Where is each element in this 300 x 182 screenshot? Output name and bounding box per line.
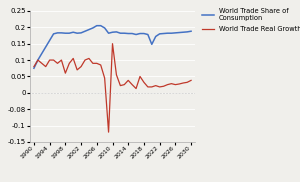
World Trade Real Growth bbox=[103, 77, 106, 79]
World Trade Real Growth bbox=[52, 59, 56, 61]
World Trade Real Growth bbox=[178, 83, 181, 85]
World Trade Share of
Consumption bbox=[48, 39, 51, 41]
World Trade Real Growth bbox=[166, 84, 169, 86]
World Trade Real Growth bbox=[130, 84, 134, 86]
World Trade Real Growth bbox=[48, 59, 51, 61]
World Trade Share of
Consumption bbox=[44, 46, 47, 48]
World Trade Real Growth bbox=[126, 79, 130, 82]
World Trade Share of
Consumption bbox=[189, 30, 193, 32]
World Trade Share of
Consumption bbox=[185, 31, 189, 33]
World Trade Share of
Consumption bbox=[52, 33, 56, 35]
World Trade Real Growth bbox=[118, 84, 122, 87]
World Trade Real Growth bbox=[185, 81, 189, 83]
World Trade Share of
Consumption bbox=[158, 33, 161, 35]
World Trade Share of
Consumption bbox=[166, 32, 169, 34]
World Trade Share of
Consumption bbox=[95, 25, 99, 27]
World Trade Real Growth bbox=[95, 62, 99, 64]
World Trade Share of
Consumption bbox=[36, 59, 40, 61]
World Trade Share of
Consumption bbox=[146, 33, 150, 36]
World Trade Real Growth bbox=[162, 85, 165, 87]
World Trade Share of
Consumption bbox=[111, 31, 114, 33]
World Trade Real Growth bbox=[79, 66, 83, 68]
World Trade Real Growth bbox=[154, 84, 158, 87]
World Trade Share of
Consumption bbox=[91, 27, 95, 29]
World Trade Real Growth bbox=[174, 84, 177, 86]
World Trade Share of
Consumption bbox=[150, 43, 154, 46]
World Trade Real Growth bbox=[36, 59, 40, 61]
World Trade Real Growth bbox=[142, 81, 146, 83]
World Trade Share of
Consumption bbox=[134, 33, 138, 36]
World Trade Share of
Consumption bbox=[154, 35, 158, 37]
World Trade Real Growth bbox=[83, 59, 87, 61]
World Trade Real Growth bbox=[134, 88, 138, 90]
World Trade Share of
Consumption bbox=[122, 32, 126, 34]
World Trade Real Growth bbox=[75, 69, 79, 71]
World Trade Share of
Consumption bbox=[130, 32, 134, 35]
World Trade Real Growth bbox=[99, 64, 103, 66]
World Trade Share of
Consumption bbox=[178, 31, 181, 34]
World Trade Share of
Consumption bbox=[64, 32, 67, 34]
World Trade Real Growth bbox=[182, 82, 185, 84]
World Trade Share of
Consumption bbox=[103, 27, 106, 29]
World Trade Real Growth bbox=[64, 72, 67, 74]
World Trade Real Growth bbox=[158, 86, 161, 88]
World Trade Share of
Consumption bbox=[75, 32, 79, 34]
World Trade Real Growth bbox=[169, 83, 173, 85]
World Trade Real Growth bbox=[32, 66, 36, 68]
World Trade Real Growth bbox=[91, 62, 95, 64]
World Trade Real Growth bbox=[122, 84, 126, 86]
World Trade Share of
Consumption bbox=[99, 25, 103, 27]
World Trade Share of
Consumption bbox=[118, 32, 122, 34]
World Trade Real Growth bbox=[56, 62, 59, 64]
World Trade Real Growth bbox=[146, 86, 150, 88]
World Trade Share of
Consumption bbox=[32, 67, 36, 69]
World Trade Real Growth bbox=[44, 66, 47, 68]
World Trade Share of
Consumption bbox=[71, 31, 75, 33]
Line: World Trade Real Growth: World Trade Real Growth bbox=[34, 44, 191, 132]
World Trade Real Growth bbox=[71, 57, 75, 60]
World Trade Real Growth bbox=[107, 131, 110, 133]
World Trade Share of
Consumption bbox=[138, 32, 142, 35]
World Trade Real Growth bbox=[68, 62, 71, 64]
World Trade Real Growth bbox=[87, 57, 91, 60]
World Trade Real Growth bbox=[40, 62, 44, 64]
World Trade Share of
Consumption bbox=[56, 32, 59, 34]
World Trade Share of
Consumption bbox=[60, 32, 63, 34]
World Trade Share of
Consumption bbox=[162, 32, 165, 35]
World Trade Share of
Consumption bbox=[115, 31, 118, 33]
World Trade Share of
Consumption bbox=[40, 52, 44, 55]
World Trade Share of
Consumption bbox=[107, 32, 110, 34]
Legend: World Trade Share of
Consumption, World Trade Real Growth: World Trade Share of Consumption, World … bbox=[202, 8, 300, 32]
World Trade Share of
Consumption bbox=[169, 32, 173, 34]
Line: World Trade Share of
Consumption: World Trade Share of Consumption bbox=[34, 26, 191, 68]
World Trade Share of
Consumption bbox=[83, 30, 87, 32]
World Trade Share of
Consumption bbox=[79, 32, 83, 34]
World Trade Real Growth bbox=[111, 43, 114, 45]
World Trade Share of
Consumption bbox=[174, 32, 177, 34]
World Trade Share of
Consumption bbox=[142, 32, 146, 35]
World Trade Share of
Consumption bbox=[68, 32, 71, 34]
World Trade Real Growth bbox=[60, 59, 63, 61]
World Trade Share of
Consumption bbox=[87, 29, 91, 31]
World Trade Share of
Consumption bbox=[126, 32, 130, 35]
World Trade Real Growth bbox=[115, 74, 118, 76]
World Trade Share of
Consumption bbox=[182, 31, 185, 33]
World Trade Real Growth bbox=[189, 79, 193, 82]
World Trade Real Growth bbox=[150, 86, 154, 88]
World Trade Real Growth bbox=[138, 75, 142, 78]
